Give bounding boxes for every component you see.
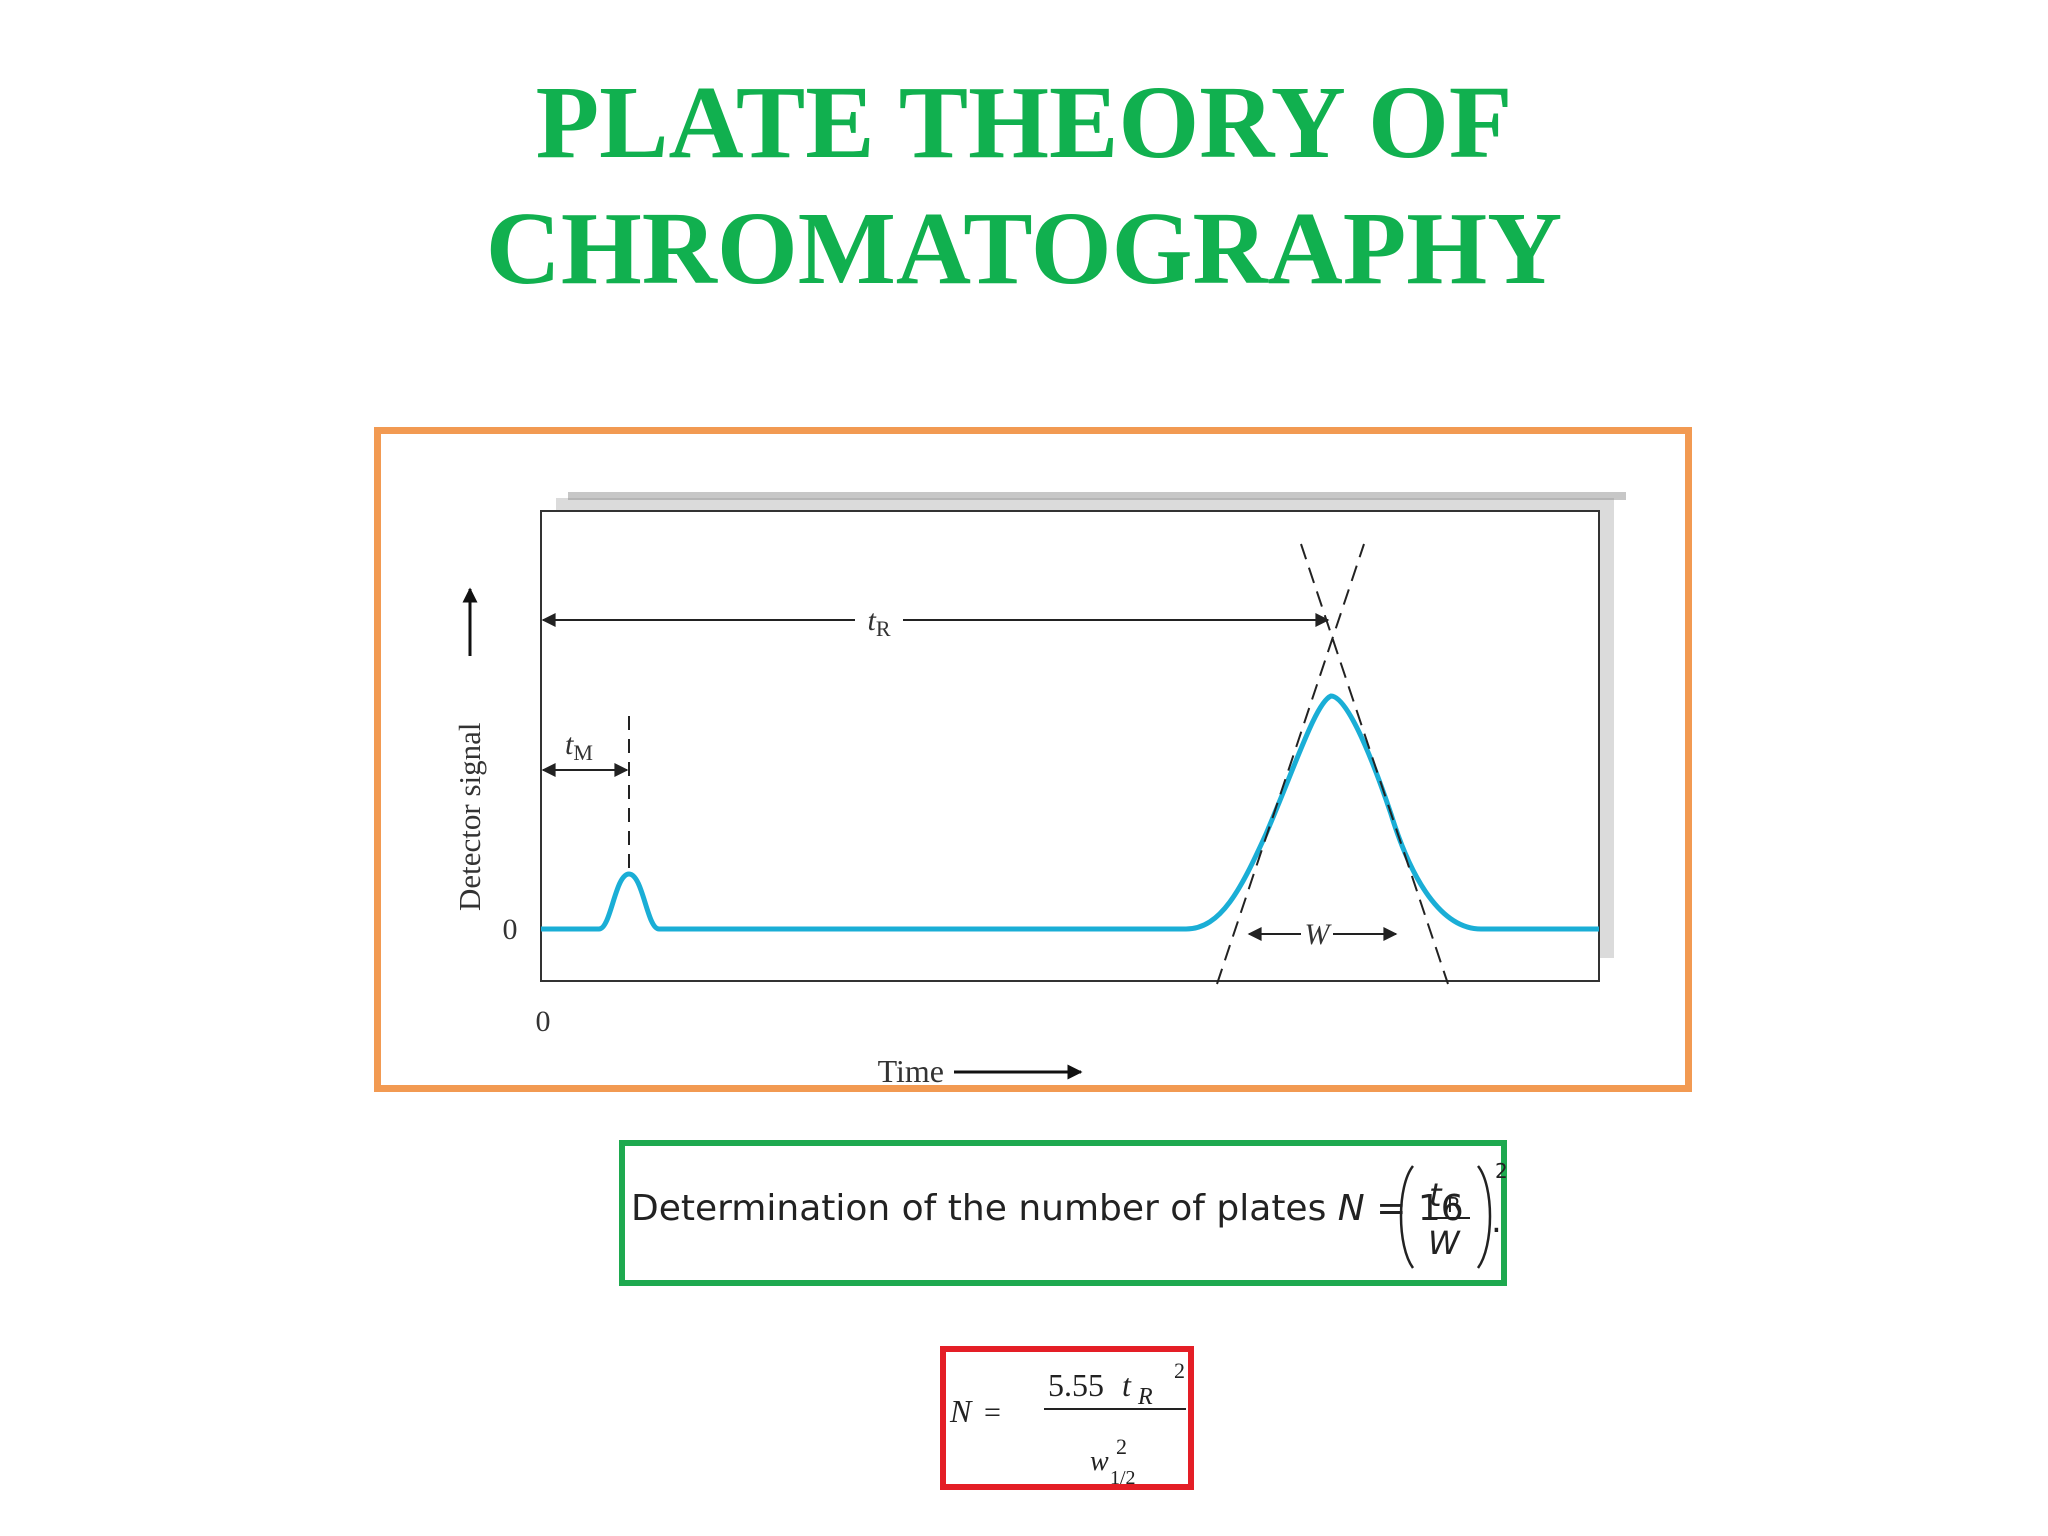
- half-width-formula-box: N = 5.55 t R 2 w 2 1/2: [940, 1346, 1194, 1490]
- svg-text:1/2: 1/2: [1110, 1467, 1136, 1489]
- tangent-left: [1216, 543, 1365, 985]
- y-zero-label: 0: [503, 913, 518, 946]
- formula1-coef: 16: [1417, 1188, 1464, 1229]
- x-zero-label: 0: [536, 1005, 551, 1038]
- title-line-2: CHROMATOGRAPHY: [485, 191, 1563, 306]
- svg-text:R: R: [1447, 1193, 1461, 1217]
- formula1-lhs: N: [1337, 1188, 1365, 1229]
- plot-area: [540, 510, 1600, 982]
- title-line-1: PLATE THEORY OF: [535, 65, 1513, 180]
- svg-text:t: t: [1429, 1176, 1443, 1214]
- svg-text:.: .: [1491, 1201, 1502, 1241]
- svg-text:2: 2: [1116, 1434, 1127, 1459]
- svg-text:R: R: [1137, 1384, 1153, 1410]
- svg-text:2: 2: [1495, 1159, 1508, 1183]
- svg-text:5.55: 5.55: [1048, 1367, 1104, 1403]
- page-title: PLATE THEORY OF CHROMATOGRAPHY: [0, 60, 2048, 312]
- x-axis-label: Time: [878, 1053, 944, 1089]
- svg-text:W: W: [1428, 1224, 1461, 1262]
- svg-text:t: t: [1122, 1367, 1132, 1403]
- y-axis-label: Detector signal: [452, 722, 487, 911]
- svg-text:N: N: [949, 1393, 973, 1429]
- tm-label: tM: [565, 728, 593, 765]
- half-width-formula: N = 5.55 t R 2 w 2 1/2: [949, 1358, 1186, 1489]
- w-label: W: [1305, 918, 1333, 951]
- formula1-fraction: t R W 2 .: [1399, 1159, 1508, 1269]
- formula1-description: Determination of the number of plates: [631, 1188, 1327, 1229]
- svg-text:2: 2: [1174, 1358, 1185, 1383]
- chromatogram-svg: tR tM W Detector signal 0 0 Time: [452, 492, 1626, 1089]
- chromatogram-diagram: tR tM W Detector signal 0 0 Time: [374, 427, 1692, 1092]
- plate-number-formula: Determination of the number of plates N …: [631, 1188, 1464, 1229]
- tr-label: tR: [867, 604, 890, 641]
- plate-number-formula-box: Determination of the number of plates N …: [619, 1140, 1508, 1286]
- svg-text:=: =: [984, 1396, 1001, 1429]
- svg-text:w: w: [1090, 1446, 1109, 1477]
